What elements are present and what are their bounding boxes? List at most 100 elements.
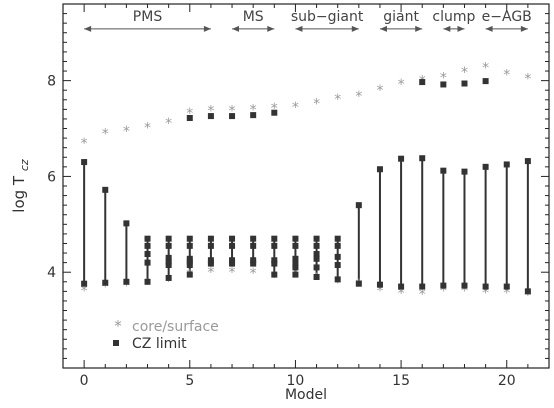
phase-arrow-head-right [267, 25, 275, 32]
cz-limit-point [250, 257, 257, 264]
cz-limit-point [376, 166, 383, 173]
cz-limit-point [271, 242, 278, 249]
x-tick-labels: 0 5 10 15 20 [80, 373, 516, 389]
core-surface-point: * [376, 83, 383, 99]
cz-limit-point [271, 271, 278, 278]
cz-limit-point [250, 260, 257, 267]
cz-limit-point [482, 283, 489, 290]
cz-limit-point [419, 79, 426, 86]
cz-limit-point [186, 242, 193, 249]
cz-limit-point [440, 167, 447, 174]
cz-limit-point [334, 242, 341, 249]
cz-limit-point [165, 242, 172, 249]
cz-limit-point [229, 113, 236, 120]
y-axis-label-sub: cz [18, 159, 31, 171]
y-tick-label: 6 [47, 169, 56, 185]
cz-limit-point [313, 255, 320, 262]
cz-limit-point [313, 242, 320, 249]
y-axis-label-main: log T [10, 175, 28, 213]
phase-label: sub−giant [291, 9, 364, 25]
core-surface-point: * [144, 121, 151, 137]
x-axis-label: Model [285, 387, 327, 403]
core-surface-point: * [503, 67, 510, 83]
legend-label-core-surface: core/surface [132, 319, 219, 335]
phase-arrow-head-left [443, 25, 451, 32]
core-surface-point: * [503, 285, 510, 301]
core-surface-point: * [292, 100, 299, 116]
y-axis-label: log T cz [10, 159, 31, 213]
phase-label: clump [432, 9, 475, 25]
core-surface-point: * [250, 102, 257, 118]
cz-limit-point [144, 251, 151, 258]
phase-arrow-head-right [415, 25, 423, 32]
cz-limit-point [207, 242, 214, 249]
data-points: ****************************************… [81, 61, 532, 305]
core-surface-point: * [229, 103, 236, 119]
cz-limit-point [398, 155, 405, 162]
x-tick-label: 20 [498, 373, 516, 389]
phase-label: PMS [133, 9, 163, 25]
cz-limit-point [355, 202, 362, 209]
core-surface-point: * [271, 101, 278, 117]
cz-limit-point [461, 168, 468, 175]
cz-limit-point [102, 279, 109, 286]
cz-limit-point [440, 282, 447, 289]
y-tick-label: 4 [47, 265, 56, 281]
phase-arrow-head-right [520, 25, 528, 32]
cz-limit-point [250, 112, 257, 119]
cz-limit-point [165, 235, 172, 242]
cz-limit-point [292, 255, 299, 262]
phase-arrow-head-left [84, 25, 92, 32]
cz-limit-point [292, 235, 299, 242]
cz-limit-point [207, 257, 214, 264]
x-tick-label: 10 [287, 373, 305, 389]
core-surface-point: * [102, 126, 109, 142]
core-surface-point: * [123, 124, 130, 140]
cz-limit-point [186, 235, 193, 242]
cz-limit-point [334, 253, 341, 260]
cz-limit-point [250, 242, 257, 249]
core-surface-point: * [461, 283, 468, 299]
cz-limit-point [292, 264, 299, 271]
cz-limit-point [292, 242, 299, 249]
phase-label: MS [243, 9, 264, 25]
cz-limit-point [250, 235, 257, 242]
cz-limit-point [440, 81, 447, 88]
core-surface-point: * [250, 266, 257, 282]
core-surface-point: * [271, 270, 278, 286]
cz-limit-point [144, 278, 151, 285]
core-surface-point: * [81, 283, 88, 299]
cz-limit-point [334, 262, 341, 269]
cz-limit-point [524, 158, 531, 165]
cz-limit-point [123, 278, 130, 285]
cz-limit-point [186, 114, 193, 121]
cz-limit-point [461, 282, 468, 289]
core-surface-point: * [334, 276, 341, 292]
cz-limit-point [292, 271, 299, 278]
legend: * core/surface CZ limit [113, 317, 219, 352]
core-surface-point: * [313, 97, 320, 113]
core-surface-point: * [461, 65, 468, 81]
cz-limit-point [207, 235, 214, 242]
phase-arrow-head-left [295, 25, 303, 32]
cz-limit-point [165, 262, 172, 269]
phase-arrows: PMS MS sub−giant giant clump e−AGB [84, 9, 532, 32]
cz-limit-point [461, 80, 468, 87]
cz-limit-point [207, 260, 214, 267]
cz-limit-point [524, 288, 531, 295]
cz-limit-point [313, 235, 320, 242]
cz-limit-point [271, 235, 278, 242]
cz-limit-point [165, 258, 172, 265]
y-tick-labels: 4 6 8 [47, 74, 56, 282]
core-surface-point: * [440, 283, 447, 299]
core-surface-point: * [334, 92, 341, 108]
cz-limit-point [81, 280, 88, 287]
cz-limit-point [503, 283, 510, 290]
cz-limit-point [102, 186, 109, 193]
legend-marker-cz-limit [113, 340, 119, 346]
core-surface-point: * [398, 286, 405, 302]
cz-limit-point [144, 242, 151, 249]
phase-label: giant [383, 9, 419, 25]
cz-limit-point [186, 271, 193, 278]
core-surface-point: * [376, 283, 383, 299]
